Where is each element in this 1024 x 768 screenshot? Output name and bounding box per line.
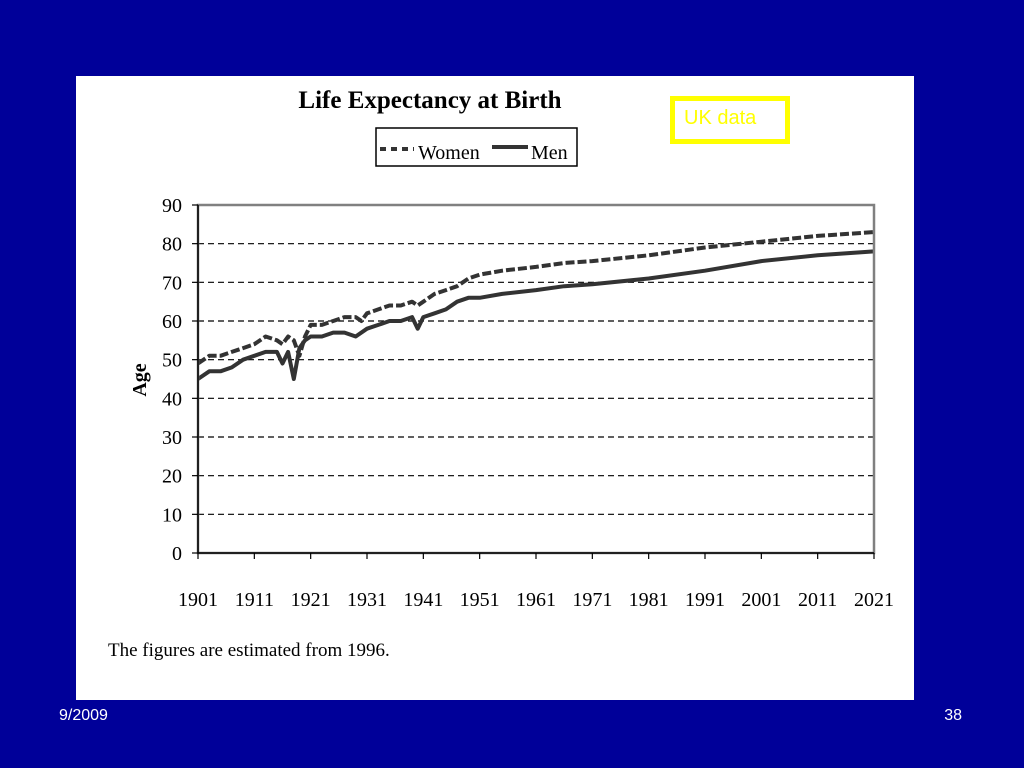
x-tick-label: 1971: [572, 589, 612, 611]
legend-frame: [375, 127, 578, 167]
series-line-men: [196, 249, 875, 381]
x-tick-label: 1961: [516, 589, 556, 611]
life-expectancy-chart: Life Expectancy at Birth Women Men Age 0…: [129, 87, 894, 611]
legend-label-men: Men: [531, 142, 568, 164]
y-tick-label: 70: [162, 272, 182, 294]
y-axis-label: Age: [129, 363, 151, 396]
footer-date: 9/2009: [59, 707, 108, 724]
uk-data-callout: UK data: [670, 96, 790, 144]
uk-data-label: UK data: [684, 107, 757, 129]
y-tick-label: 0: [172, 543, 182, 565]
series-lines: [196, 230, 875, 381]
page-number: 38: [944, 707, 962, 724]
x-tick-label: 2011: [798, 589, 837, 611]
plot-frame: [196, 203, 876, 555]
y-tick-label: 40: [162, 388, 182, 410]
y-tick-label: 20: [162, 466, 182, 488]
y-tick-label: 30: [162, 427, 182, 449]
x-tick-label: 1951: [460, 589, 500, 611]
chart-panel: Life Expectancy at Birth Women Men Age 0…: [76, 76, 914, 700]
x-tick-label: 1941: [403, 589, 443, 611]
x-tick-label: 1931: [347, 589, 387, 611]
x-tick-labels: 1901 1911 1921 1931 1941 1951 1961 1971 1981 1991…: [178, 589, 894, 611]
series-line-women: [196, 230, 875, 366]
x-tick-label: 1991: [685, 589, 725, 611]
x-tick-label: 1911: [235, 589, 274, 611]
x-tick-label: 1981: [629, 589, 669, 611]
y-tick-label: 90: [162, 195, 182, 217]
chart-legend: Women Men: [375, 127, 578, 167]
chart-footnote: The figures are estimated from 1996.: [108, 640, 390, 661]
y-tick-label: 50: [162, 350, 182, 372]
y-tick-label: 60: [162, 311, 182, 333]
x-tick-label: 2001: [741, 589, 781, 611]
axes: [192, 203, 876, 559]
x-tick-label: 1921: [291, 589, 331, 611]
y-tick-label: 80: [162, 234, 182, 256]
legend-label-women: Women: [418, 142, 480, 164]
x-tick-label: 1901: [178, 589, 218, 611]
y-tick-labels: 0 10 20 30 40 50 60 70 80 90: [162, 195, 182, 565]
gridlines: [198, 243, 874, 515]
x-tick-label: 2021: [854, 589, 894, 611]
y-tick-label: 10: [162, 504, 182, 526]
chart-title: Life Expectancy at Birth: [298, 87, 561, 114]
